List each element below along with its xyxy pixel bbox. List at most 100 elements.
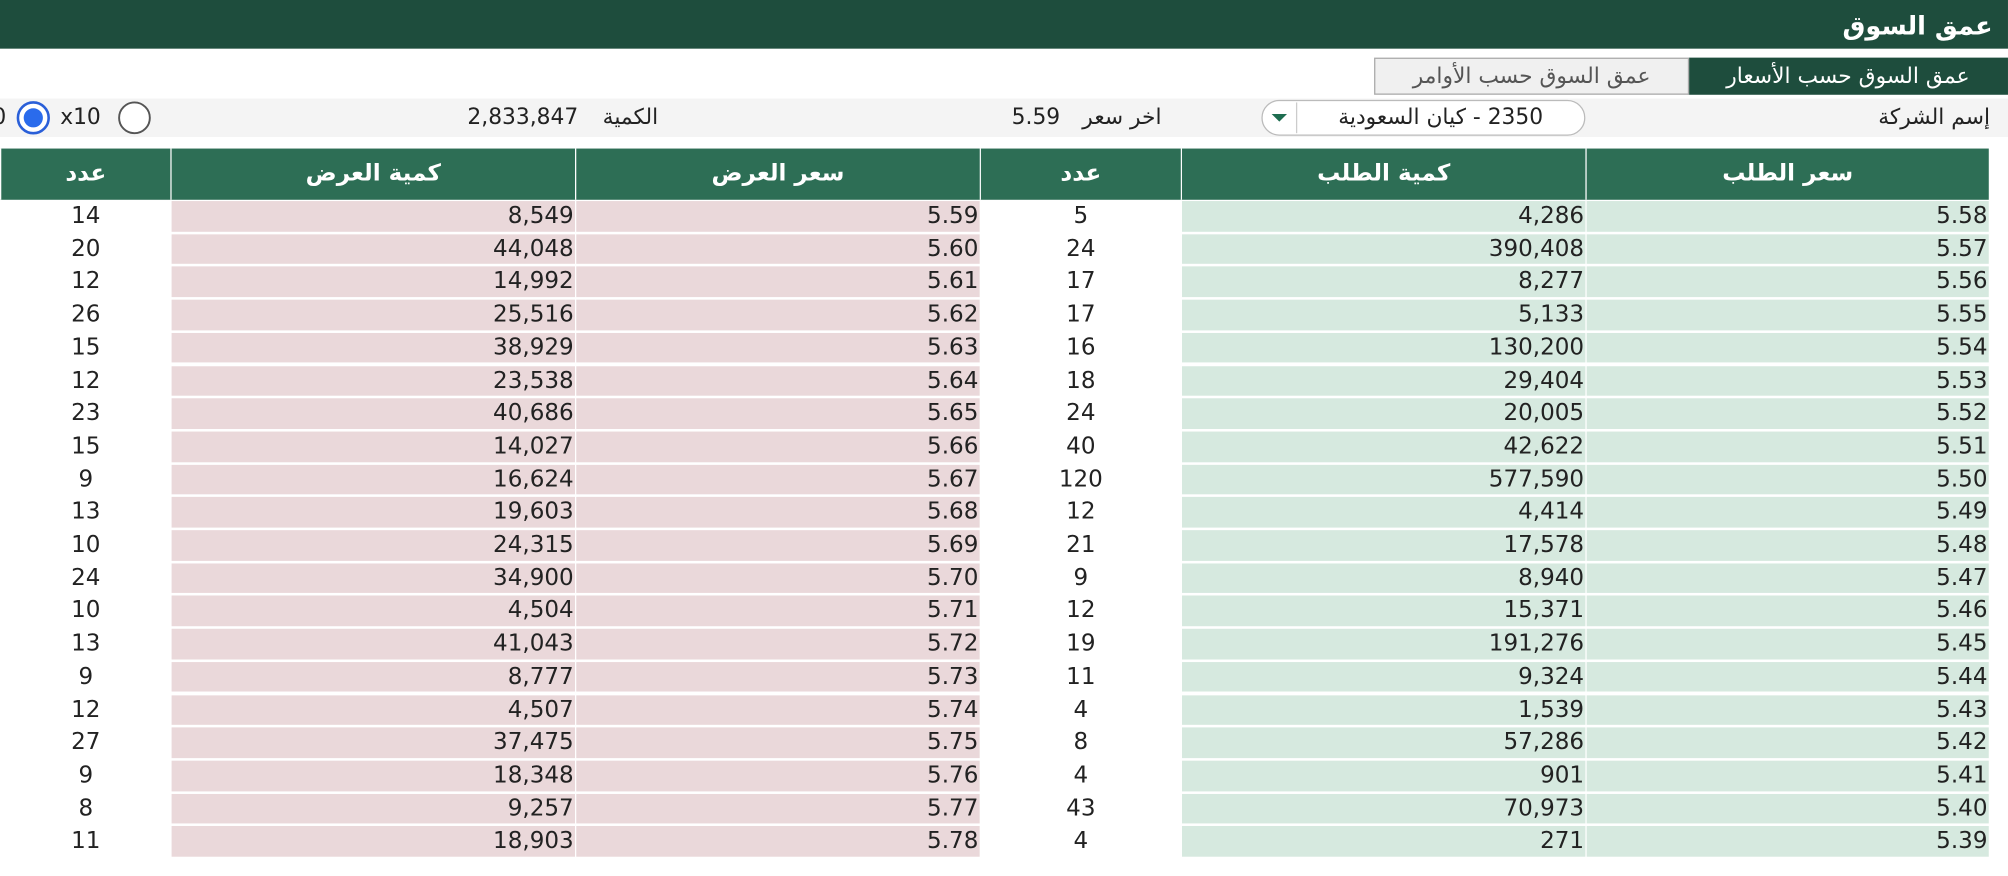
bid-quantity-cell: 29,404: [1181, 365, 1586, 396]
bid-count-cell: 17: [980, 299, 1181, 331]
ask-quantity-cell: 44,048: [171, 233, 575, 265]
ask-count-cell: 12: [1, 266, 171, 298]
column-header: سعر العرض: [574, 148, 980, 200]
ask-quantity-cell: 4,507: [171, 694, 575, 726]
ask-quantity-cell: 38,929: [171, 332, 575, 364]
ask-price-cell: 5.75: [576, 727, 980, 758]
bid-count-cell: 24: [980, 233, 1181, 265]
bid-quantity-cell: 4,286: [1181, 201, 1586, 232]
ask-count-cell: 9: [1, 760, 171, 791]
bid-quantity-cell: 4,414: [1181, 497, 1586, 528]
bid-price-cell: 5.57: [1586, 233, 1989, 265]
last-price: 5.59: [1011, 105, 1061, 131]
bid-quantity-cell: 17,578: [1181, 530, 1586, 561]
bid-price-cell: 5.39: [1586, 826, 1989, 857]
bid-price-cell: 5.49: [1586, 497, 1989, 528]
column-header: عدد: [979, 148, 1181, 200]
bid-count-cell: 43: [980, 793, 1181, 824]
ask-quantity-cell: 23,538: [171, 365, 575, 396]
bid-price-cell: 5.45: [1586, 628, 1989, 660]
column-header: كمية الطلب: [1180, 148, 1586, 200]
ask-count-cell: 12: [1, 365, 171, 396]
ask-count-cell: 8: [1, 793, 171, 824]
bid-quantity-cell: 5,133: [1181, 299, 1586, 331]
ask-quantity-cell: 34,900: [171, 563, 575, 594]
bid-count-cell: 4: [980, 760, 1181, 791]
company-label: إسم الشركة: [1878, 105, 1991, 131]
bid-count-cell: 17: [980, 266, 1181, 298]
ask-price-cell: 5.65: [576, 398, 980, 429]
ask-count-cell: 14: [1, 201, 171, 232]
ask-quantity-cell: 37,475: [171, 727, 575, 758]
bid-count-cell: 9: [980, 563, 1181, 594]
bid-quantity-cell: 130,200: [1181, 332, 1586, 364]
bid-quantity-cell: 57,286: [1181, 727, 1586, 758]
ask-count-cell: 15: [1, 332, 171, 364]
bid-count-cell: 24: [980, 398, 1181, 429]
last-price-label: اخر سعر: [1082, 105, 1162, 131]
dropdown-button[interactable]: [1264, 102, 1298, 134]
bid-quantity-cell: 191,276: [1181, 628, 1586, 660]
bid-quantity-cell: 271: [1181, 826, 1586, 857]
ask-price-cell: 5.59: [576, 201, 980, 232]
quantity-label: الكمية: [602, 105, 659, 131]
multiplier-radios: [16, 101, 151, 135]
bid-count-cell: 19: [980, 628, 1181, 660]
tab-active[interactable]: عمق السوق حسب الأسعار: [1687, 57, 2008, 95]
ask-quantity-cell: 14,992: [171, 266, 575, 298]
dropdown-arrow: [1271, 113, 1288, 122]
ask-quantity-cell: 14,027: [171, 431, 575, 462]
ask-price-cell: 5.60: [576, 233, 980, 265]
bid-quantity-cell: 9,324: [1181, 661, 1586, 693]
bid-count-cell: 5: [980, 201, 1181, 232]
bid-price-cell: 5.47: [1586, 563, 1989, 594]
bid-quantity-cell: 1,539: [1181, 694, 1586, 726]
ask-count-cell: 10: [1, 530, 171, 561]
bid-price-cell: 5.56: [1586, 266, 1989, 298]
column-header: كمية العرض: [170, 148, 575, 200]
ask-count-cell: 11: [1, 826, 171, 857]
bid-price-cell: 5.40: [1586, 793, 1989, 824]
company-dropdown[interactable]: [1261, 99, 1586, 136]
ask-price-cell: 5.77: [576, 793, 980, 824]
ask-quantity-cell: 40,686: [171, 398, 575, 429]
ask-price-cell: 5.76: [576, 760, 980, 791]
ask-quantity-cell: 16,624: [171, 464, 575, 495]
radio-dot: [23, 108, 43, 128]
ask-count-cell: 23: [1, 398, 171, 429]
bid-quantity-cell: 390,408: [1181, 233, 1586, 265]
bid-count-cell: 21: [980, 530, 1181, 561]
window-title: عمق السوق: [1842, 10, 1993, 41]
ask-price-cell: 5.78: [576, 826, 980, 857]
bid-price-cell: 5.41: [1586, 760, 1989, 791]
ask-count-cell: 13: [1, 628, 171, 660]
bid-count-cell: 12: [980, 497, 1181, 528]
ask-quantity-cell: 18,903: [171, 826, 575, 857]
multiplier-label: x10: [60, 105, 101, 131]
bid-count-cell: 4: [980, 826, 1181, 857]
ask-price-cell: 5.68: [576, 497, 980, 528]
ask-count-cell: 26: [1, 299, 171, 331]
ask-quantity-cell: 24,315: [171, 530, 575, 561]
title-bar: [0, 0, 2008, 49]
ask-quantity-cell: 41,043: [171, 628, 575, 660]
ask-quantity-cell: 4,504: [171, 595, 575, 627]
bid-quantity-cell: 15,371: [1181, 595, 1586, 627]
tab[interactable]: عمق السوق حسب الأوامر: [1374, 57, 1690, 95]
ask-price-cell: 5.67: [576, 464, 980, 495]
radio[interactable]: [118, 101, 151, 135]
ask-count-cell: 20: [1, 233, 171, 265]
ask-count-cell: 27: [1, 727, 171, 758]
ask-price-cell: 5.64: [576, 365, 980, 396]
ask-quantity-cell: 19,603: [171, 497, 575, 528]
ask-quantity-cell: 8,549: [171, 201, 575, 232]
bid-price-cell: 5.50: [1586, 464, 1989, 495]
bid-price-cell: 5.51: [1586, 431, 1989, 462]
bid-price-cell: 5.58: [1586, 201, 1989, 232]
bid-count-cell: 120: [980, 464, 1181, 495]
column-header: عدد: [0, 148, 171, 200]
ask-price-cell: 5.61: [576, 266, 980, 298]
ask-quantity-cell: 25,516: [171, 299, 575, 331]
